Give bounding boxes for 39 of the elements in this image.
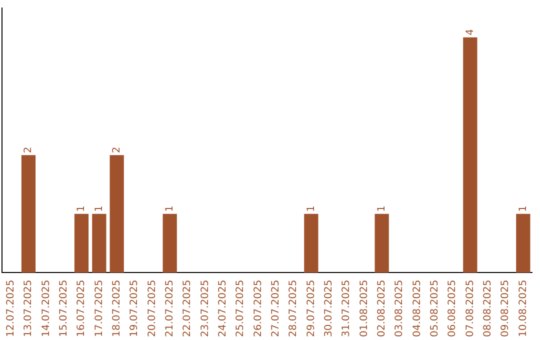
x-tick-label: 31.07.2025 — [341, 280, 352, 338]
x-tick-label: 19.07.2025 — [129, 280, 140, 338]
x-tick-label: 15.07.2025 — [58, 280, 70, 338]
x-tick-label: 12.07.2025 — [5, 280, 16, 338]
x-tick-label: 24.07.2025 — [217, 280, 228, 338]
x-tick-label: 20.07.2025 — [146, 280, 158, 338]
x-tick-label: 03.08.2025 — [394, 280, 406, 338]
x-tick-label: 10.08.2025 — [518, 280, 529, 338]
x-tick-label: 13.07.2025 — [23, 280, 34, 338]
x-tick-label: 21.07.2025 — [164, 280, 176, 338]
data-label: 1 — [94, 206, 105, 212]
data-label: 1 — [164, 206, 176, 212]
data-label: 4 — [464, 29, 476, 36]
data-label: 1 — [306, 206, 317, 212]
data-label: 1 — [376, 206, 388, 212]
x-tick-label: 26.07.2025 — [252, 280, 264, 338]
x-tick-label: 07.08.2025 — [464, 280, 476, 338]
x-tick-label: 16.07.2025 — [76, 280, 88, 338]
x-tick-label: 05.08.2025 — [429, 280, 440, 338]
x-tick-label: 29.07.2025 — [306, 280, 317, 338]
x-tick-label: 02.08.2025 — [376, 280, 388, 338]
data-label: 1 — [76, 206, 88, 212]
x-tick-label: 23.07.2025 — [200, 280, 211, 338]
x-tick-label: 18.07.2025 — [111, 280, 122, 338]
x-tick-label: 06.08.2025 — [447, 280, 458, 338]
data-label: 2 — [111, 146, 122, 154]
x-tick-label: 14.07.2025 — [40, 280, 52, 338]
x-tick-label: 17.07.2025 — [94, 280, 105, 338]
x-tick-label: 04.08.2025 — [412, 280, 423, 338]
x-tick-label: 09.08.2025 — [500, 280, 512, 338]
data-label: 1 — [518, 206, 529, 212]
x-tick-label: 27.07.2025 — [270, 280, 282, 338]
x-tick-label: 28.07.2025 — [288, 280, 300, 338]
x-tick-label: 25.07.2025 — [235, 280, 246, 338]
x-tick-label: 08.08.2025 — [482, 280, 494, 338]
x-tick-label: 01.08.2025 — [358, 280, 370, 338]
x-tick-label: 30.07.2025 — [323, 280, 334, 338]
data-label: 2 — [23, 146, 34, 154]
x-tick-label: 22.07.2025 — [182, 280, 194, 338]
